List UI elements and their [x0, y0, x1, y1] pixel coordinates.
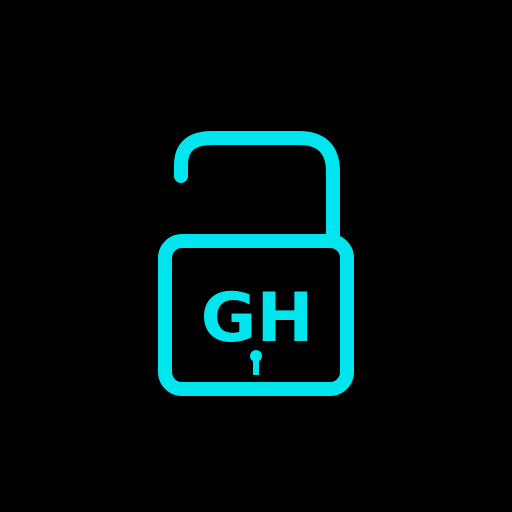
lock-body [158, 234, 354, 396]
lock-shackle [174, 131, 340, 245]
keyhole-icon [250, 350, 262, 375]
lock-initials: GH [201, 279, 314, 358]
